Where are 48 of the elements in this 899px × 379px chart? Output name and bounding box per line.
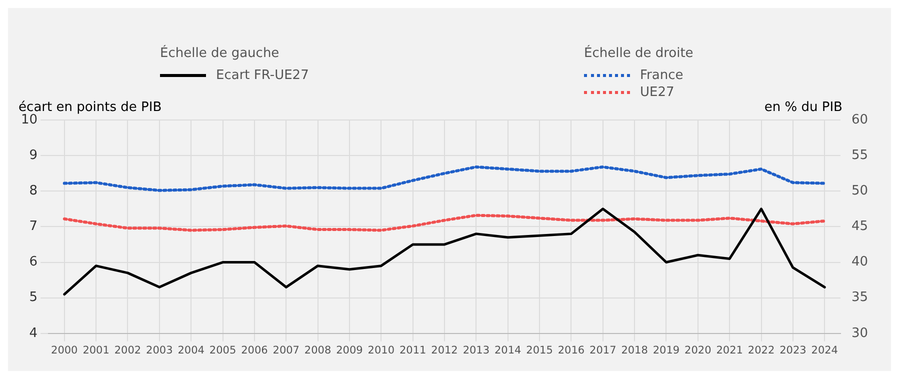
x-tick-label: 2017 xyxy=(590,344,616,356)
y-axis-title: écart en points de PIB xyxy=(18,100,162,115)
text: Échelle de droite xyxy=(584,46,694,61)
x-tick-label: 2011 xyxy=(399,344,426,356)
x-tick-label: 2014 xyxy=(494,344,522,356)
legend-label: UE27 xyxy=(640,85,674,100)
x-tick-label: 2010 xyxy=(368,344,395,356)
y2-tick-label: 35 xyxy=(851,290,868,306)
x-tick-label: 2022 xyxy=(748,344,775,356)
x-tick-label: 2005 xyxy=(209,344,236,356)
y2-tick-label: 30 xyxy=(851,326,868,341)
y-tick-label: 8 xyxy=(29,184,38,199)
y2-tick-label: 50 xyxy=(851,184,868,199)
x-tick-label: 2009 xyxy=(336,344,363,356)
y2-tick-label: 60 xyxy=(851,112,868,128)
y2-tick-label: 40 xyxy=(851,254,868,270)
y-tick-label: 5 xyxy=(29,290,38,306)
y2-axis-title: en % du PIB xyxy=(764,100,842,115)
x-tick-label: 2021 xyxy=(716,344,743,356)
y-tick-label: 6 xyxy=(29,254,38,270)
line-series xyxy=(62,214,826,232)
x-tick-label: 2024 xyxy=(811,344,838,356)
legend-label: France xyxy=(640,68,684,83)
x-tick-label: 2018 xyxy=(621,344,648,356)
x-tick-label: 2003 xyxy=(146,344,173,356)
x-tick-label: 2000 xyxy=(51,344,78,356)
x-tick-label: 2023 xyxy=(780,344,806,356)
x-tick-label: 2002 xyxy=(114,344,142,356)
x-tick-label: 2016 xyxy=(558,344,585,356)
y2-tick-label: 45 xyxy=(851,219,868,234)
legend-label: Ecart FR-UE27 xyxy=(216,68,309,83)
text: Échelle de gauche xyxy=(160,46,280,61)
x-tick-label: 2006 xyxy=(241,344,268,356)
y-tick-label: 4 xyxy=(29,326,38,341)
y2-tick-label: 55 xyxy=(851,148,868,163)
x-tick-label: 2015 xyxy=(526,344,553,356)
y-tick-label: 10 xyxy=(20,112,38,128)
y-tick-label: 7 xyxy=(29,219,38,234)
x-tick-label: 2019 xyxy=(652,344,680,356)
y-tick-label: 9 xyxy=(29,148,38,163)
x-tick-label: 2013 xyxy=(462,344,490,356)
x-tick-label: 2004 xyxy=(178,344,205,356)
x-tick-label: 2012 xyxy=(431,344,458,356)
x-tick-label: 2008 xyxy=(304,344,332,356)
x-tick-label: 2001 xyxy=(82,344,110,356)
x-tick-label: 2007 xyxy=(272,344,300,356)
x-tick-label: 2020 xyxy=(684,344,712,356)
line-series xyxy=(62,165,826,192)
